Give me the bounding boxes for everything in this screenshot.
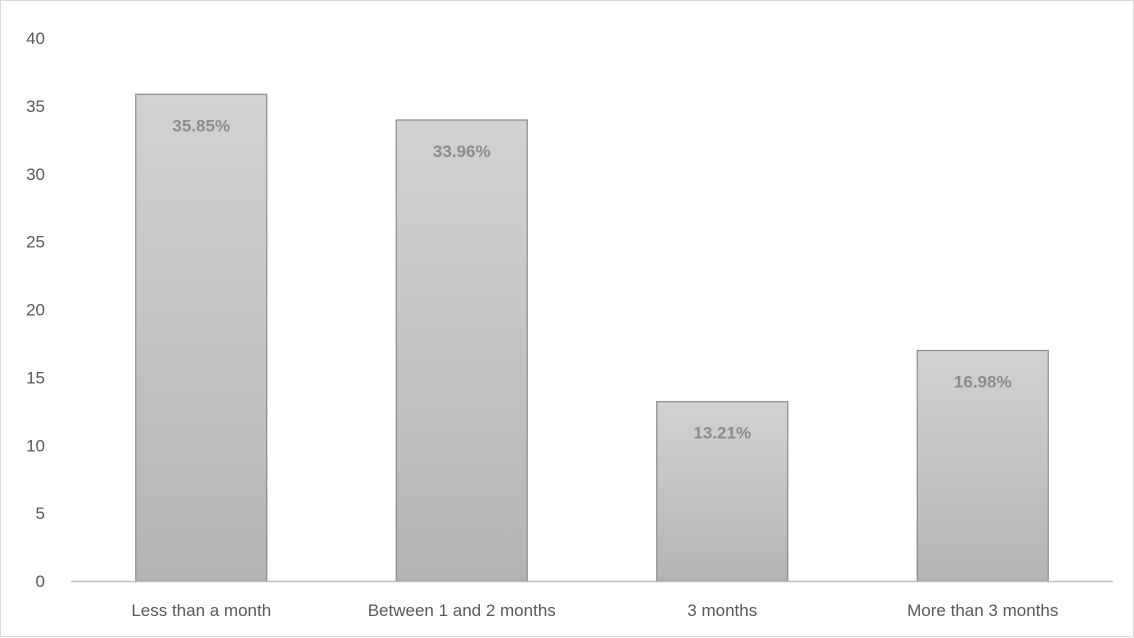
y-tick-label: 20 xyxy=(26,301,45,320)
bars: 35.85% 33.96% 13.21% 16.98% xyxy=(135,93,1049,582)
bar-data-label: 16.98% xyxy=(954,372,1012,391)
x-category-label: Between 1 and 2 months xyxy=(368,601,556,620)
bar xyxy=(135,93,268,582)
x-category-label: More than 3 months xyxy=(907,601,1058,620)
y-tick-label: 25 xyxy=(26,233,45,252)
x-category-label: 3 months xyxy=(687,601,757,620)
y-tick-label: 0 xyxy=(36,572,45,591)
y-tick-label: 35 xyxy=(26,97,45,116)
x-category-label: Less than a month xyxy=(131,601,271,620)
y-tick-label: 30 xyxy=(26,165,45,184)
y-tick-label: 10 xyxy=(26,436,45,455)
bar-data-label: 13.21% xyxy=(693,424,751,443)
bar xyxy=(656,401,789,582)
bar-data-label: 33.96% xyxy=(433,142,491,161)
bar xyxy=(916,349,1049,582)
bar-data-label: 35.85% xyxy=(172,116,230,135)
y-tick-label: 40 xyxy=(26,29,45,48)
y-tick-label: 5 xyxy=(36,504,45,523)
y-axis-tick-labels: 0 5 10 15 20 25 30 35 40 xyxy=(26,29,45,591)
bar xyxy=(395,119,528,582)
x-axis-category-labels: Less than a month Between 1 and 2 months 3… xyxy=(131,601,1058,620)
y-tick-label: 15 xyxy=(26,368,45,387)
